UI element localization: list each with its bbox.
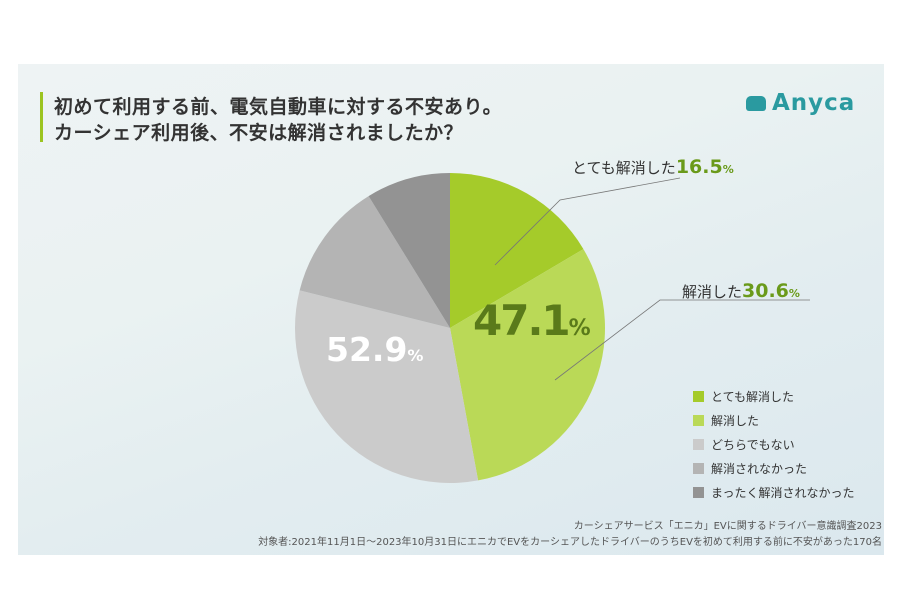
legend-swatch [693,390,704,402]
legend: とても解消した 解消したどちらでもない 解消されなかったまったく解消されなかった [693,384,855,504]
label-very-resolved: とても解消した16.5% [572,156,734,178]
legend-label: まったく解消されなかった [711,485,855,500]
legend-swatch [693,438,704,450]
leader-line-1 [554,299,810,381]
legend-label: 解消した [711,413,760,428]
pie-slice-3 [299,196,450,328]
leader-line-0 [494,177,681,266]
legend-item: 解消されなかった [693,456,855,480]
legend-label: どちらでもない [711,437,795,452]
legend-item: 解消した [693,408,855,432]
label-resolved: 解消した30.6% [682,280,800,302]
pie-slice-4 [368,173,450,328]
logo-text: Anyca [772,90,856,116]
car-icon [746,95,766,111]
legend-label: 解消されなかった [711,461,808,476]
title-line-2: カーシェア利用後、不安は解消されましたか？ [54,122,464,144]
legend-label: とても解消した [711,389,795,404]
footnote-survey: カーシェアサービス「エニカ」EVに関するドライバー意識調査2023 [573,521,882,532]
resolved-total-label: 47.1% [473,296,591,345]
legend-item: とても解消した [693,384,855,408]
footnote-subjects: 対象者:2021年11月1日〜2023年10月31日にエニカでEVをカーシェアし… [258,537,882,548]
legend-swatch [693,462,704,474]
pie-slice-0 [450,173,584,328]
legend-swatch [693,486,704,498]
title-line-1: 初めて利用する前、電気自動車に対する不安あり。 [54,96,503,118]
anyca-logo: Anyca [746,90,855,116]
title-accent-bar [40,92,43,142]
legend-item: まったく解消されなかった [693,480,855,504]
pie-slice-2 [295,290,479,483]
unresolved-total-label: 52.9% [326,330,424,369]
legend-item: どちらでもない [693,432,855,456]
legend-swatch [693,414,704,426]
pie-slice-1 [450,249,605,481]
